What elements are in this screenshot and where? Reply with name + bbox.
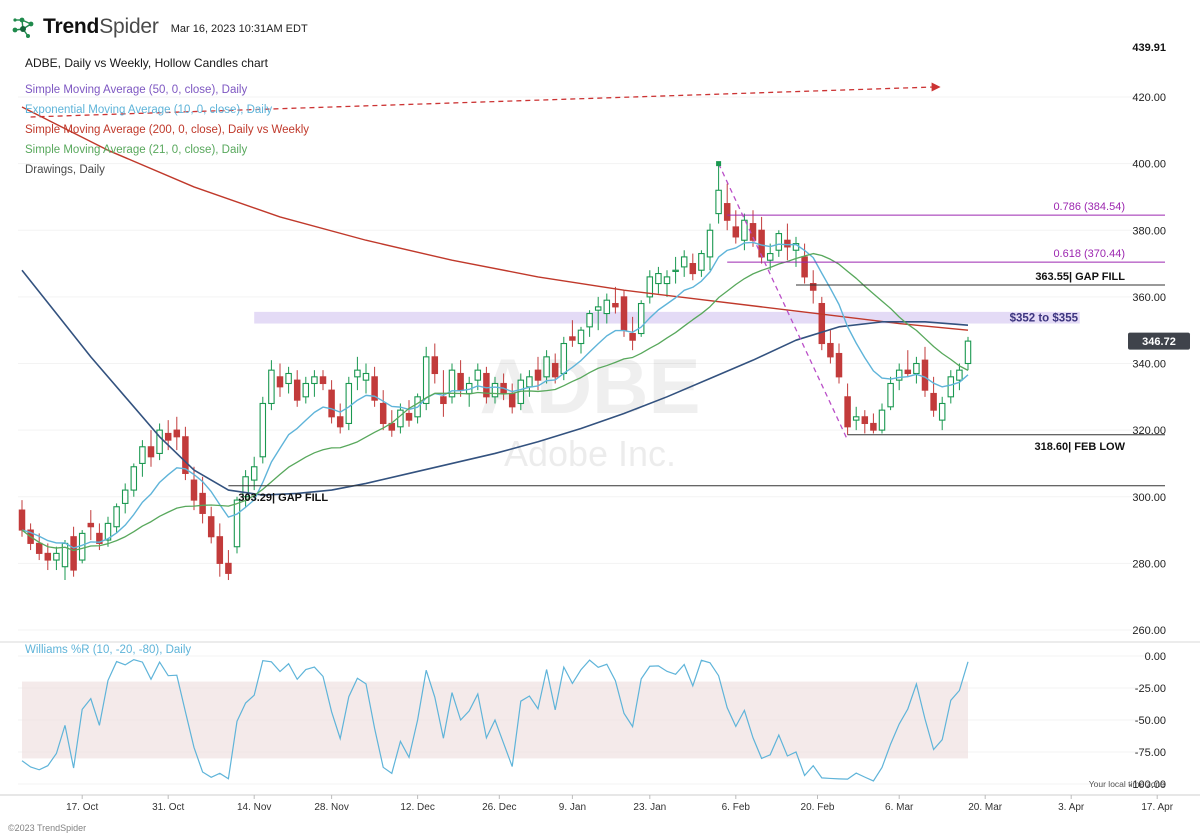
svg-text:Adobe Inc.: Adobe Inc. bbox=[504, 433, 676, 474]
svg-text:9. Jan: 9. Jan bbox=[559, 802, 586, 813]
williams-r-line bbox=[21, 659, 969, 782]
svg-text:320.00: 320.00 bbox=[1132, 425, 1166, 437]
svg-text:28. Nov: 28. Nov bbox=[314, 802, 348, 813]
trendlines bbox=[30, 82, 941, 441]
svg-text:360.00: 360.00 bbox=[1132, 292, 1166, 304]
app-logo[interactable]: TrendSpider bbox=[43, 15, 159, 39]
svg-text:380.00: 380.00 bbox=[1132, 225, 1166, 237]
chart-timestamp: Mar 16, 2023 10:31AM EDT bbox=[170, 23, 308, 35]
indicator-legend: Simple Moving Average (50, 0, close), Da… bbox=[25, 80, 309, 180]
svg-text:6. Feb: 6. Feb bbox=[722, 802, 751, 813]
svg-text:26. Dec: 26. Dec bbox=[482, 802, 516, 813]
svg-text:439.91: 439.91 bbox=[1132, 42, 1166, 54]
svg-text:280.00: 280.00 bbox=[1132, 558, 1166, 570]
app-header: TrendSpider Mar 16, 2023 10:31AM EDT bbox=[10, 13, 308, 40]
svg-text:$352 to $355: $352 to $355 bbox=[1010, 313, 1079, 325]
ema-10-daily-line bbox=[21, 241, 969, 549]
svg-text:20. Mar: 20. Mar bbox=[968, 802, 1003, 813]
logo-text-primary: Trend bbox=[43, 14, 100, 38]
chart-title: ADBE, Daily vs Weekly, Hollow Candles ch… bbox=[25, 56, 268, 70]
svg-text:3. Apr: 3. Apr bbox=[1058, 802, 1085, 813]
timezone-note: Your local time zone bbox=[1088, 779, 1165, 789]
candles-layer[interactable] bbox=[18, 163, 972, 581]
copyright-note: ©2023 TrendSpider bbox=[8, 823, 87, 833]
price-axis: 420.00 400.00 380.00 360.00 340.00 320.00 300.… bbox=[1128, 42, 1190, 791]
svg-text:420.00: 420.00 bbox=[1132, 92, 1166, 104]
svg-text:346.72: 346.72 bbox=[1142, 336, 1176, 348]
indicator-legend-item[interactable]: Drawings, Daily bbox=[25, 164, 105, 176]
svg-text:260.00: 260.00 bbox=[1132, 625, 1166, 637]
svg-text:ADBE: ADBE bbox=[479, 342, 700, 430]
trendspider-logo-icon bbox=[12, 17, 34, 38]
svg-text:17. Apr: 17. Apr bbox=[1141, 802, 1173, 813]
indicator-legend-item[interactable]: Simple Moving Average (200, 0, close), D… bbox=[25, 124, 310, 136]
svg-text:14. Nov: 14. Nov bbox=[237, 802, 271, 813]
svg-text:0.786 (384.54): 0.786 (384.54) bbox=[1053, 201, 1125, 213]
svg-text:20. Feb: 20. Feb bbox=[801, 802, 835, 813]
svg-text:300.00: 300.00 bbox=[1132, 492, 1166, 504]
sma-21-daily-line bbox=[21, 252, 969, 552]
svg-text:6. Mar: 6. Mar bbox=[885, 802, 914, 813]
indicator-legend-item[interactable]: Simple Moving Average (21, 0, close), Da… bbox=[25, 144, 248, 156]
svg-text:318.60| FEB LOW: 318.60| FEB LOW bbox=[1035, 441, 1126, 453]
svg-text:23. Jan: 23. Jan bbox=[633, 802, 666, 813]
svg-text:17. Oct: 17. Oct bbox=[66, 802, 98, 813]
price-zone bbox=[254, 311, 1080, 324]
sma-200-weekly-line bbox=[21, 106, 969, 331]
logo-text-secondary: Spider bbox=[99, 14, 159, 38]
svg-text:-100.00: -100.00 bbox=[1129, 779, 1166, 791]
svg-text:-50.00: -50.00 bbox=[1135, 715, 1166, 727]
indicator-legend-item[interactable]: Simple Moving Average (50, 0, close), Da… bbox=[25, 84, 248, 96]
williams-r-legend-label[interactable]: Williams %R (10, -20, -80), Daily bbox=[25, 644, 192, 656]
svg-text:0.00: 0.00 bbox=[1145, 651, 1166, 663]
sma-50-daily-line bbox=[21, 269, 969, 496]
svg-text:12. Dec: 12. Dec bbox=[400, 802, 434, 813]
svg-text:-75.00: -75.00 bbox=[1135, 747, 1166, 759]
svg-text:303.29| GAP FILL: 303.29| GAP FILL bbox=[238, 492, 328, 504]
svg-text:400.00: 400.00 bbox=[1132, 159, 1166, 171]
svg-text:0.618 (370.44): 0.618 (370.44) bbox=[1053, 248, 1125, 260]
svg-text:363.55| GAP FILL: 363.55| GAP FILL bbox=[1035, 271, 1125, 283]
axes: 17. Oct 31. Oct 14. Nov 28. Nov 12. Dec 26. D… bbox=[0, 641, 1200, 813]
svg-text:31. Oct: 31. Oct bbox=[152, 802, 184, 813]
indicator-legend-item[interactable]: Exponential Moving Average (10, 0, close… bbox=[25, 104, 273, 116]
last-price-badge: 346.72 bbox=[1128, 332, 1190, 350]
svg-text:-25.00: -25.00 bbox=[1135, 683, 1166, 695]
svg-text:340.00: 340.00 bbox=[1132, 359, 1166, 371]
drawing-levels: 0.786 (384.54) 0.618 (370.44) 363.55| GAP … bbox=[228, 201, 1165, 504]
